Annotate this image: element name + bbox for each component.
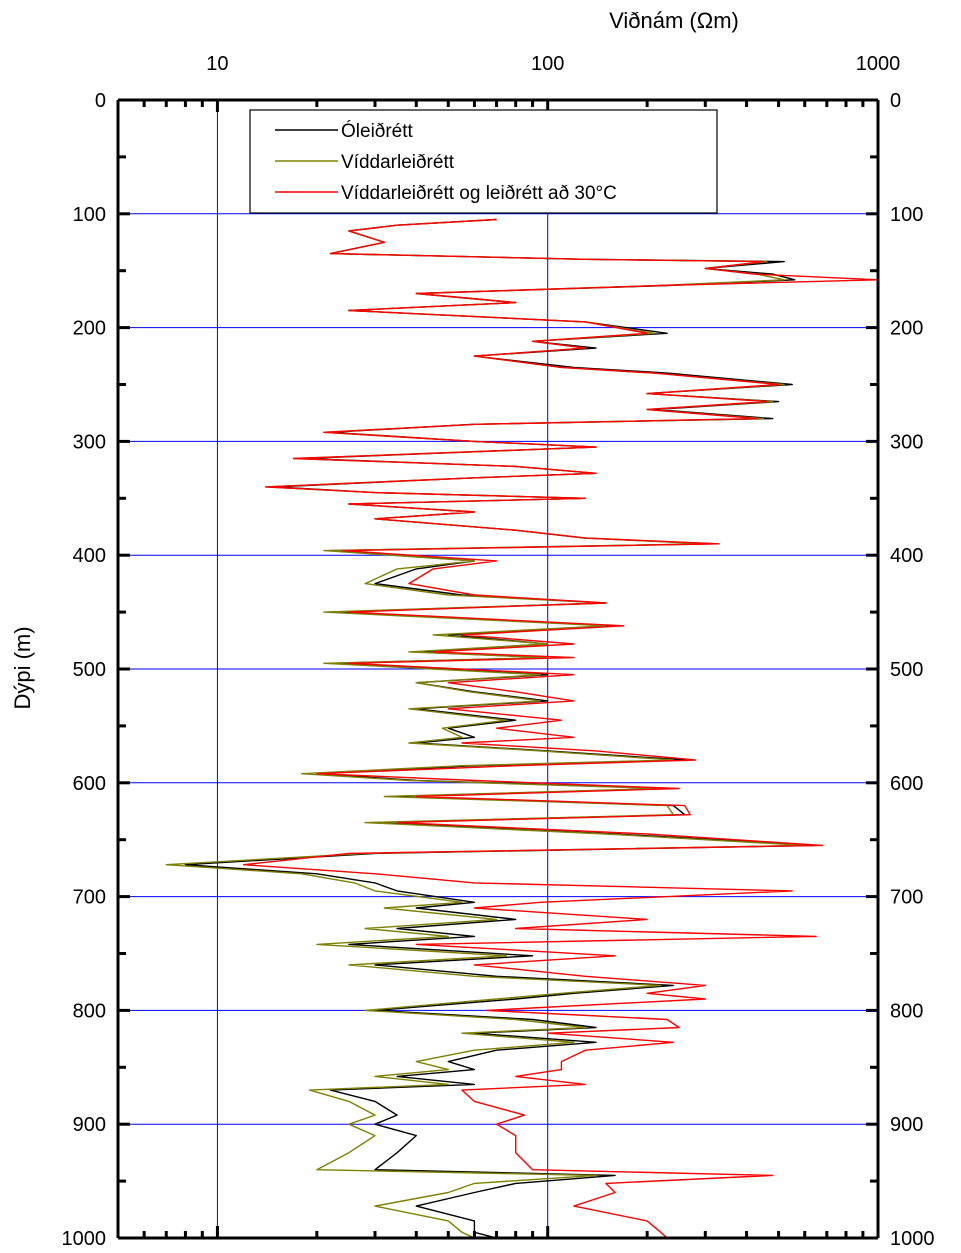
x-axis-title: Viðnám (Ωm) [609, 8, 739, 33]
y-tick-label-right: 0 [890, 90, 901, 112]
axes: 10 100 1000 0 0 100 100 200 200 300 300 400 400 500 50… [62, 53, 935, 1250]
y-tick-label-right: 800 [890, 1000, 923, 1022]
y-tick-label-left: 800 [73, 1000, 106, 1022]
y-axis-title: Dýpi (m) [10, 626, 35, 709]
y-tick-label-left: 900 [73, 1114, 106, 1136]
y-tick-label-left: 200 [73, 318, 106, 340]
y-tick-label-left: 0 [95, 90, 106, 112]
y-tick-label-right: 500 [890, 659, 923, 681]
y-tick-label-right: 700 [890, 887, 923, 909]
y-tick-label-left: 400 [73, 545, 106, 567]
series-lines [165, 218, 878, 1238]
grid-lines [118, 100, 878, 1238]
y-tick-label-left: 100 [73, 204, 106, 226]
y-tick-label-right: 400 [890, 545, 923, 567]
legend-label: Víddarleiðrétt [341, 152, 455, 173]
series-line-1 [184, 218, 817, 1238]
y-tick-label-right: 100 [890, 204, 923, 226]
series-line-3 [242, 218, 878, 1238]
y-tick-label-right: 300 [890, 431, 923, 453]
x-tick-label: 1000 [856, 53, 901, 75]
legend-label: Óleiðrétt [341, 120, 414, 142]
x-tick-label: 10 [206, 53, 228, 75]
y-tick-label-right: 600 [890, 773, 923, 795]
y-tick-label-right: 1000 [890, 1228, 935, 1250]
y-tick-label-left: 500 [73, 659, 106, 681]
x-tick-label: 100 [531, 53, 564, 75]
y-tick-label-right: 200 [890, 318, 923, 340]
y-tick-label-left: 1000 [62, 1228, 107, 1250]
y-tick-label-right: 900 [890, 1114, 923, 1136]
legend: Óleiðrétt Víddarleiðrétt Víddarleiðrétt og… [249, 109, 718, 214]
y-tick-label-left: 600 [73, 773, 106, 795]
legend-label: Víddarleiðrétt og leiðrétt að 30°C [341, 183, 617, 204]
y-tick-label-left: 300 [73, 431, 106, 453]
y-tick-label-left: 700 [73, 887, 106, 909]
